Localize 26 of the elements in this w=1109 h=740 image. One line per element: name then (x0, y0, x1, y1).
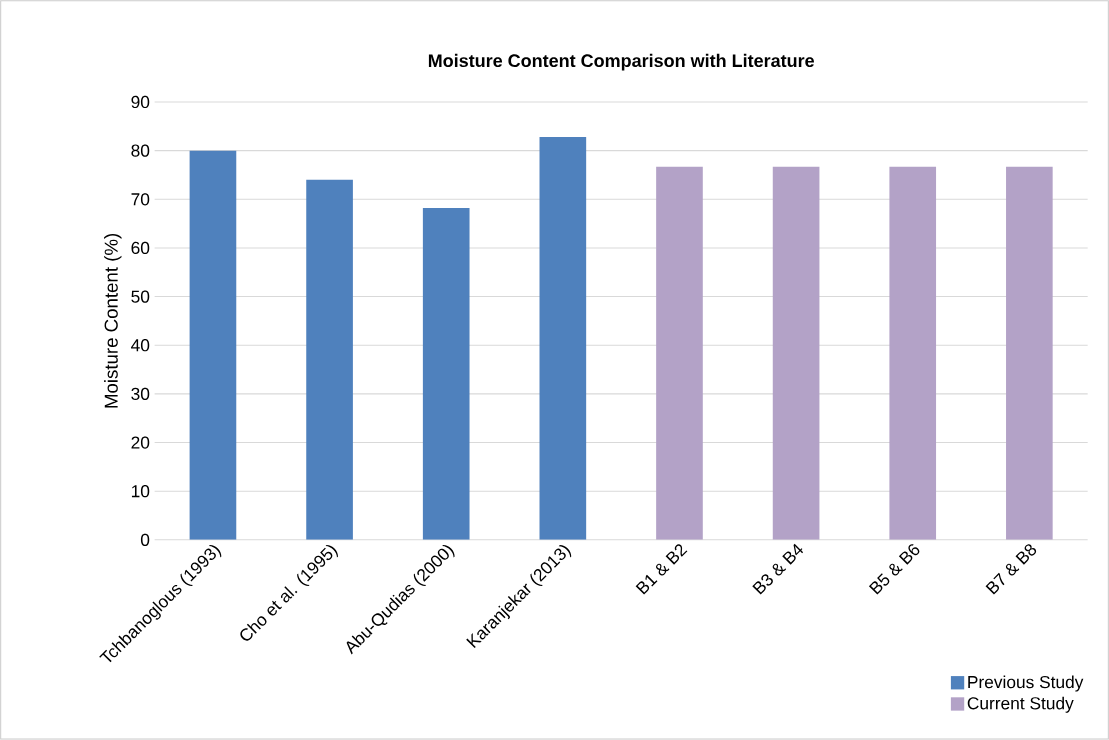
bar (889, 166, 937, 540)
legend-label: Previous Study (968, 675, 1084, 692)
y-tick-label: 20 (131, 436, 150, 449)
bar (1006, 166, 1053, 540)
y-tick-label: 0 (140, 533, 150, 547)
y-tick-label: 80 (131, 144, 150, 157)
y-tick-label: 40 (131, 339, 150, 352)
bar (539, 137, 587, 540)
legend-label: Current Study (967, 696, 1074, 713)
y-tick-label: 60 (131, 241, 150, 255)
bar (189, 150, 237, 540)
y-tick-label: 10 (131, 485, 150, 498)
y-tick-label: 70 (131, 193, 150, 206)
y-axis-title: Moisture Content (%) (104, 234, 122, 408)
bar (422, 208, 470, 540)
x-tick-label: B3 & B4 (752, 543, 804, 595)
x-tick-label: B5 & B6 (868, 544, 920, 595)
chart-title: Moisture Content Comparison with Literature (428, 53, 814, 71)
x-tick-label: B7 & B8 (985, 544, 1037, 595)
bar (306, 179, 353, 540)
bar (656, 166, 703, 540)
y-tick-label: 90 (131, 95, 150, 109)
y-tick-label: 50 (131, 290, 150, 303)
bar (772, 166, 820, 540)
x-tick-label: B1 & B2 (635, 544, 688, 595)
y-tick-label: 30 (131, 387, 150, 401)
